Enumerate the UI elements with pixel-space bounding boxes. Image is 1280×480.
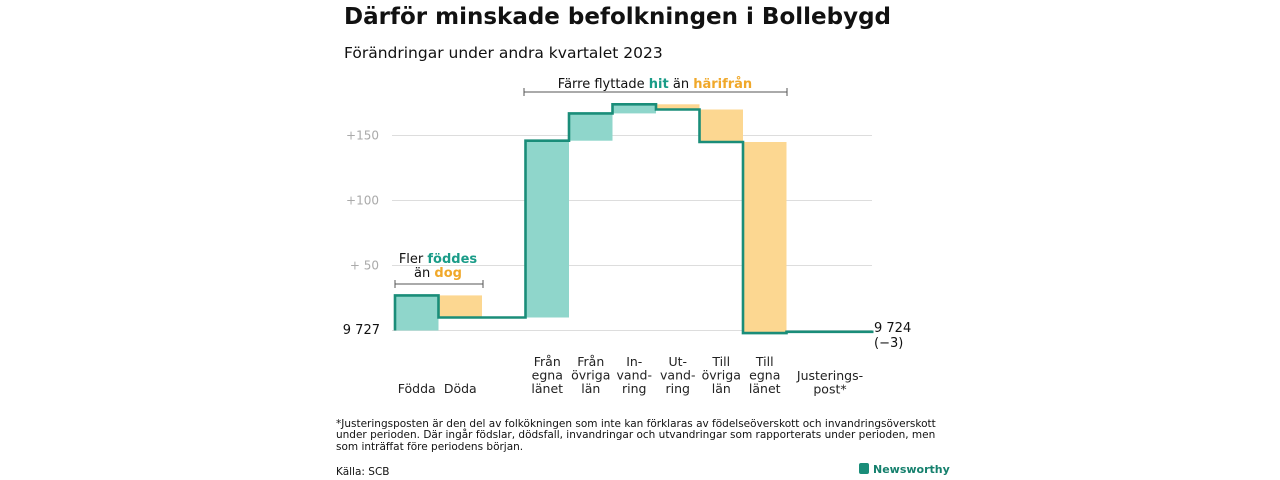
end-change-label: (−3) xyxy=(874,336,903,351)
x-tick-label: Födda xyxy=(398,381,436,396)
annotation-births-deaths: än dog xyxy=(414,266,462,281)
waterfall-bar xyxy=(395,295,439,331)
start-value-label: 9 727 xyxy=(343,323,380,338)
waterfall-bar xyxy=(656,104,700,110)
x-tick-label: Från egna länet xyxy=(531,354,563,396)
waterfall-bar xyxy=(612,104,656,114)
y-tick-label: +150 xyxy=(346,129,379,143)
y-tick-label: + 50 xyxy=(350,259,379,273)
end-value-label: 9 724 xyxy=(874,321,911,336)
annotation-migration: Färre flyttade hit än härifrån xyxy=(558,77,752,92)
x-tick-label: In-vand-ring xyxy=(617,354,652,396)
x-tick-label: Till egna länet xyxy=(749,354,781,396)
source-label: Källa: SCB xyxy=(336,466,390,478)
waterfall-bar xyxy=(699,109,743,142)
waterfall-step-line xyxy=(393,103,874,335)
x-tick-label: Döda xyxy=(444,381,477,396)
x-tick-label: Ut-vand-ring xyxy=(660,354,695,396)
logo-text: Newsworthy xyxy=(873,463,950,476)
x-tick-label: Till övriga län xyxy=(702,354,741,396)
waterfall-bar xyxy=(569,113,613,141)
newsworthy-logo: Newsworthy xyxy=(859,463,950,476)
chart-title: Därför minskade befolkningen i Bollebygd xyxy=(344,4,892,30)
newsworthy-logo-icon xyxy=(859,463,869,474)
chart-subtitle: Förändringar under andra kvartalet 2023 xyxy=(344,44,663,62)
x-tick-label: Från övriga län xyxy=(571,354,610,396)
waterfall-bar xyxy=(525,140,569,318)
annotation-births-deaths: Fler föddes xyxy=(399,252,478,267)
y-tick-label: +100 xyxy=(346,194,379,208)
waterfall-bar xyxy=(438,295,482,318)
footnote: *Justeringsposten är den del av folkökni… xyxy=(336,418,936,453)
x-tick-label: Justerings-post* xyxy=(796,368,863,397)
waterfall-bar xyxy=(743,142,787,334)
